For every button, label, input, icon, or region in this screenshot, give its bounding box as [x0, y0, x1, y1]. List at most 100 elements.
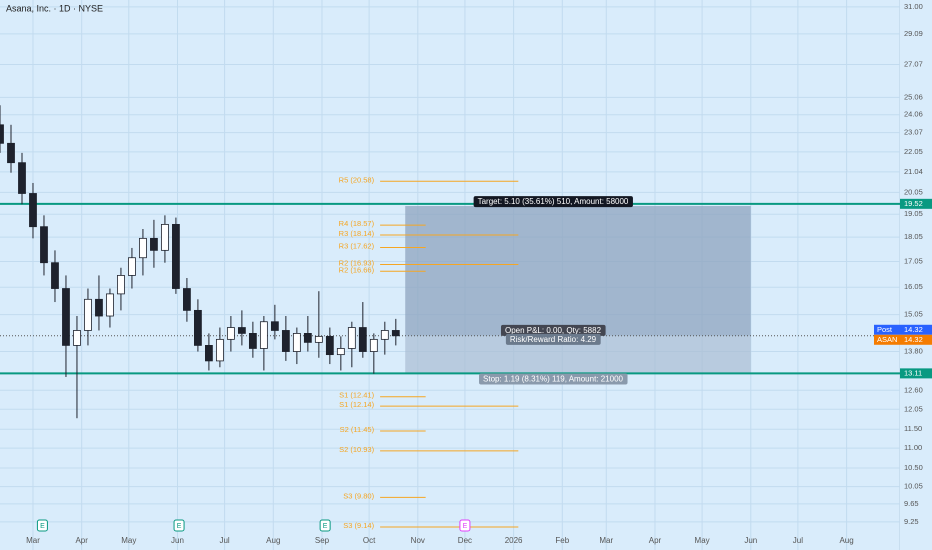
y-tick-label: 19.05 — [904, 209, 923, 218]
x-tick-label: Dec — [458, 536, 472, 545]
level-tag — [900, 198, 932, 209]
y-tick-label: 22.05 — [904, 147, 923, 156]
target-zone — [405, 206, 751, 336]
stop-label-box — [479, 373, 628, 385]
y-tick-label: 20.05 — [904, 187, 923, 196]
candle-body — [172, 223, 180, 289]
pivot-label: S1 (12.14) — [339, 400, 375, 409]
price-tag — [874, 324, 932, 335]
x-tick-label: May — [695, 536, 710, 545]
y-tick-label: 24.06 — [904, 110, 923, 119]
target-label: Target: 5.10 (35.61%) 510, Amount: 58000 — [478, 197, 629, 206]
level-value: 19.52 — [904, 199, 923, 208]
candle-body — [281, 330, 290, 352]
earnings-marker — [459, 519, 471, 532]
candle-body — [391, 330, 400, 337]
candle-body — [194, 309, 202, 346]
candle-body — [205, 345, 213, 362]
candle-body — [259, 321, 268, 349]
candle-body — [117, 275, 125, 295]
x-tick-label: Jul — [219, 536, 229, 545]
candle-body — [358, 327, 367, 352]
candle-body — [226, 327, 235, 340]
pivot-label: R3 (18.14) — [339, 229, 375, 238]
y-tick-label: 10.05 — [904, 482, 923, 491]
target-label-box — [473, 196, 633, 208]
candle-body — [303, 333, 312, 343]
x-tick-label: Nov — [411, 536, 425, 545]
chart-title: Asana, Inc. · 1D · NYSE — [6, 3, 103, 13]
candle-body — [336, 348, 345, 356]
candle-body — [380, 330, 389, 340]
candle-body — [18, 162, 26, 194]
y-tick-label: 9.25 — [904, 517, 919, 526]
ratio-label: Risk/Reward Ratio: 4.29 — [510, 335, 597, 344]
candle-body — [51, 262, 59, 289]
pivot-label: S3 (9.14) — [343, 521, 374, 530]
y-tick-label: 9.65 — [904, 499, 919, 508]
y-tick-label: 21.04 — [904, 167, 923, 176]
y-tick-label: 27.07 — [904, 60, 923, 69]
y-tick-label: 10.50 — [904, 463, 923, 472]
candle-body — [325, 335, 334, 356]
candle-body — [347, 327, 356, 349]
pnl-label-box — [500, 324, 606, 336]
x-tick-label: Mar — [599, 536, 613, 545]
x-tick-label: Jun — [744, 536, 757, 545]
x-tick-label: Apr — [75, 536, 88, 545]
candle-body — [84, 298, 92, 331]
candle-body — [270, 321, 279, 331]
candle-body — [292, 333, 301, 352]
earnings-marker — [36, 519, 48, 532]
ratio-label-box — [505, 333, 601, 345]
price-axis — [900, 0, 932, 550]
y-tick-label: 25.06 — [904, 92, 923, 101]
candle-body — [150, 237, 158, 251]
candle-body — [215, 338, 224, 362]
candle-body — [95, 298, 103, 317]
price-tag-value: 14.32 — [904, 335, 923, 344]
candle-body — [40, 226, 48, 264]
x-tick-label: Mar — [26, 536, 40, 545]
candle-body — [62, 288, 70, 346]
candle-body — [73, 330, 81, 346]
candle-body — [29, 193, 37, 228]
y-tick-label: 12.05 — [904, 404, 923, 413]
y-tick-label: 11.00 — [904, 443, 922, 452]
stop-label: Stop: 1.19 (8.31%) 119, Amount: 21000 — [483, 374, 624, 383]
candle-body — [0, 124, 4, 144]
candle-body — [369, 338, 378, 352]
candle-body — [128, 257, 136, 276]
candle-body — [7, 142, 15, 164]
earnings-label: E — [323, 523, 328, 530]
x-tick-label: Feb — [555, 536, 569, 545]
pnl-label: Open P&L: 0.00, Qty: 5882 — [505, 326, 602, 335]
x-tick-label: Sep — [315, 536, 330, 545]
x-tick-label: May — [121, 536, 136, 545]
candle-body — [248, 333, 257, 349]
earnings-label: E — [40, 523, 45, 530]
candle-body — [314, 335, 323, 343]
y-tick-label: 11.50 — [904, 424, 922, 433]
candle-body — [237, 327, 246, 334]
x-tick-label: 2026 — [505, 536, 523, 545]
x-tick-label: Apr — [649, 536, 662, 545]
pivot-label: S2 (11.45) — [340, 425, 375, 434]
y-tick-label: 23.07 — [904, 128, 923, 137]
candle-body — [106, 293, 114, 317]
candle-body — [183, 288, 191, 311]
x-tick-label: Oct — [363, 536, 376, 545]
y-tick-label: 18.05 — [904, 232, 923, 241]
price-tag-name: Post — [877, 325, 893, 334]
candle-body — [139, 237, 147, 259]
x-tick-label: Aug — [266, 536, 280, 545]
level-tag — [900, 368, 932, 379]
pivot-label: R5 (20.58) — [339, 175, 375, 184]
earnings-label: E — [463, 523, 468, 530]
y-tick-label: 17.05 — [904, 256, 923, 265]
y-tick-label: 16.05 — [904, 282, 923, 291]
price-tag — [874, 334, 932, 345]
level-value: 13.11 — [904, 368, 922, 377]
price-tag-value: 14.32 — [904, 325, 923, 334]
